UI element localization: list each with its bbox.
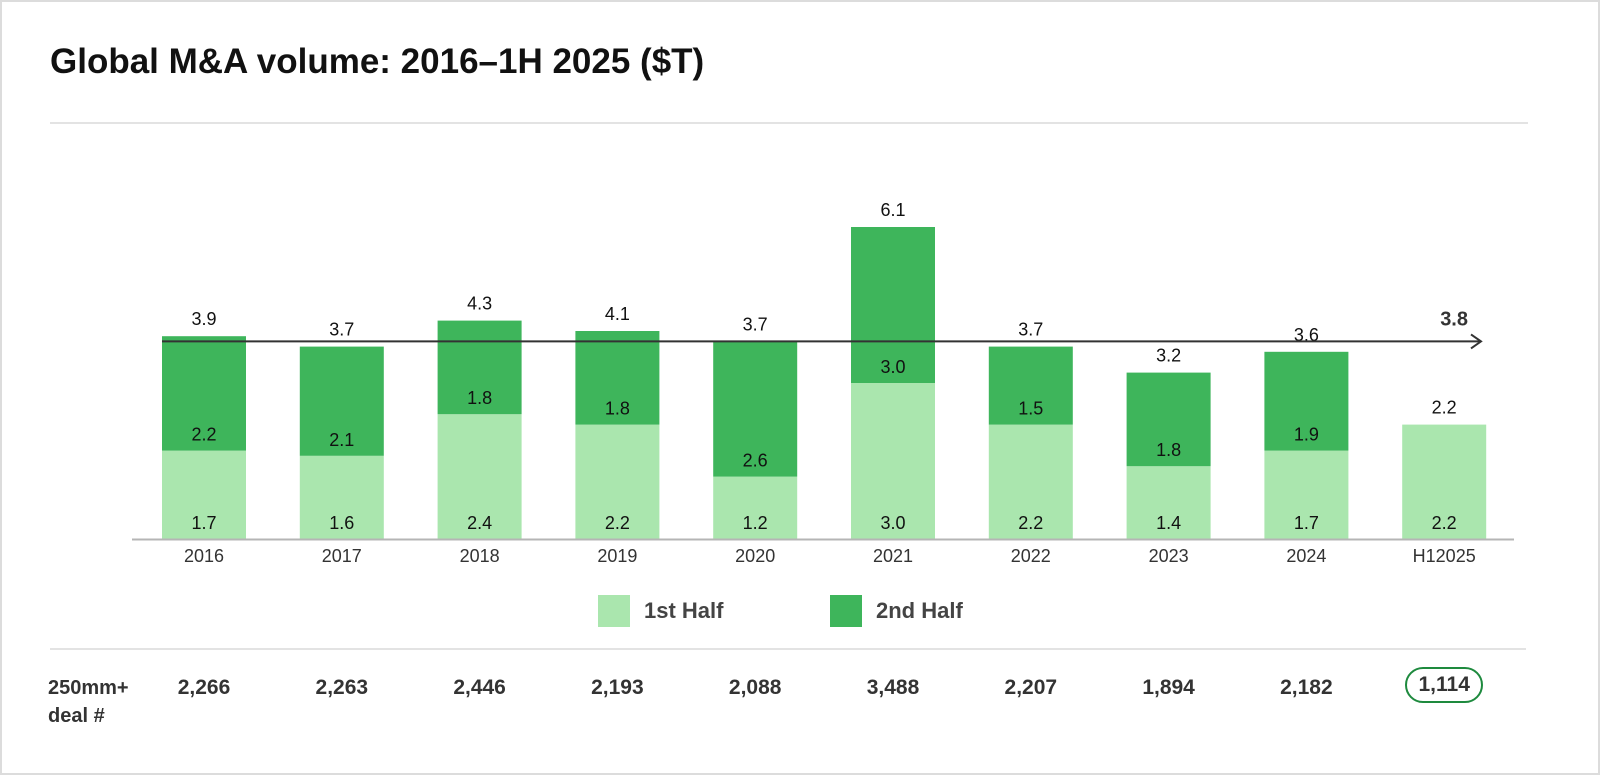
data-label-second-half: 1.9 bbox=[1294, 425, 1319, 445]
deal-row-divider bbox=[50, 648, 1526, 650]
deal-count-2024: 2,182 bbox=[1280, 676, 1333, 699]
bar-first-half-2019 bbox=[575, 424, 660, 539]
legend-item-second-half: 2nd Half bbox=[830, 594, 963, 628]
bar-second-half-2021 bbox=[851, 227, 935, 383]
deal-count-2021: 3,488 bbox=[866, 676, 920, 699]
average-label: 3.8 bbox=[1440, 308, 1468, 330]
deal-count-2017: 2,263 bbox=[315, 676, 369, 699]
data-label-first-half: 2.4 bbox=[467, 513, 492, 533]
data-label-total: 4.3 bbox=[467, 294, 492, 314]
deal-count-2022: 2,207 bbox=[1004, 676, 1058, 699]
deal-count-row-label: 250mm+ deal # bbox=[48, 674, 129, 730]
data-label-first-half: 1.4 bbox=[1156, 513, 1181, 533]
data-label-total: 3.7 bbox=[329, 320, 354, 340]
average-arrow-icon bbox=[1470, 333, 1483, 350]
data-label-first-half: 1.7 bbox=[1294, 513, 1319, 533]
bar-second-half-2017 bbox=[299, 346, 384, 456]
deal-count-label-line1: 250mm+ bbox=[48, 677, 129, 699]
data-label-first-half: 3.0 bbox=[880, 513, 905, 533]
data-label-total: 4.1 bbox=[605, 304, 630, 324]
deal-count-2019: 2,193 bbox=[591, 676, 644, 699]
data-label-first-half: 1.7 bbox=[191, 513, 216, 533]
legend-item-first-half: 1st Half bbox=[598, 594, 723, 628]
deal-count-label-line2: deal # bbox=[48, 705, 105, 727]
data-label-total: 6.1 bbox=[880, 200, 905, 220]
bar-first-half-2018 bbox=[437, 414, 522, 539]
deal-count-2020: 2,088 bbox=[728, 676, 782, 699]
data-label-second-half: 3.0 bbox=[880, 357, 905, 377]
x-tick-label: 2017 bbox=[322, 546, 362, 566]
data-label-first-half: 1.2 bbox=[743, 513, 768, 533]
bar-second-half-2024 bbox=[1264, 351, 1349, 451]
data-label-total: 3.2 bbox=[1156, 346, 1181, 366]
x-tick-label: 2024 bbox=[1286, 546, 1326, 566]
bar-second-half-2016 bbox=[162, 336, 246, 451]
data-label-total: 3.9 bbox=[191, 309, 216, 329]
bar-first-half-2016 bbox=[162, 450, 246, 539]
x-tick-label: 2022 bbox=[1011, 546, 1051, 566]
deal-count-2016: 2,266 bbox=[177, 676, 231, 699]
x-tick-label: 2023 bbox=[1149, 546, 1189, 566]
x-tick-label: 2018 bbox=[460, 546, 500, 566]
bar-second-half-2023 bbox=[1126, 372, 1211, 467]
data-label-second-half: 1.8 bbox=[605, 399, 630, 419]
data-label-first-half: 2.2 bbox=[1018, 513, 1043, 533]
bar-second-half-2020 bbox=[713, 341, 798, 477]
bar-second-half-2018 bbox=[437, 320, 522, 415]
deal-count-2018: 2,446 bbox=[453, 676, 506, 699]
bar-first-half-2024 bbox=[1264, 450, 1349, 539]
bar-first-half-2023 bbox=[1126, 466, 1211, 539]
bar-first-half-2021 bbox=[851, 383, 935, 539]
data-label-total: 3.7 bbox=[743, 314, 768, 334]
data-label-second-half: 2.1 bbox=[329, 430, 354, 450]
legend-swatch-second-half bbox=[830, 595, 862, 627]
bar-first-half-H12025 bbox=[1402, 424, 1487, 539]
data-label-second-half: 2.2 bbox=[191, 425, 216, 445]
bar-second-half-2019 bbox=[575, 331, 660, 425]
x-tick-label: 2019 bbox=[597, 546, 637, 566]
legend-label-second-half: 2nd Half bbox=[876, 598, 963, 623]
data-label-second-half: 2.6 bbox=[743, 451, 768, 471]
x-tick-label: 2016 bbox=[184, 546, 224, 566]
bar-first-half-2020 bbox=[713, 476, 798, 539]
data-label-total: 3.6 bbox=[1294, 325, 1319, 345]
data-label-first-half: 1.6 bbox=[329, 513, 354, 533]
x-tick-label: 2020 bbox=[735, 546, 775, 566]
chart-title: Global M&A volume: 2016–1H 2025 ($T) bbox=[50, 42, 705, 81]
x-tick-label: 2021 bbox=[873, 546, 913, 566]
data-label-total: 3.7 bbox=[1018, 320, 1043, 340]
deal-count-H12025: 1,114 bbox=[1405, 667, 1484, 703]
stacked-bar-chart: 2.2 1.7 3.9 2016 2.1 1.6 3.7 2017 1.8 2.4 4.3 2018 1… bbox=[132, 200, 1514, 566]
bar-second-half-2022 bbox=[988, 346, 1073, 425]
bar-first-half-2017 bbox=[299, 455, 384, 539]
data-label-first-half: 2.2 bbox=[605, 513, 630, 533]
bar-first-half-2022 bbox=[988, 424, 1073, 539]
data-label-second-half: 1.8 bbox=[467, 388, 492, 408]
x-tick-label: H12025 bbox=[1413, 546, 1476, 566]
data-label-second-half: 1.8 bbox=[1156, 440, 1181, 460]
deal-count-2023: 1,894 bbox=[1142, 676, 1195, 699]
data-label-first-half: 2.2 bbox=[1432, 513, 1457, 533]
legend-label-first-half: 1st Half bbox=[644, 598, 724, 623]
data-label-total: 2.2 bbox=[1432, 398, 1457, 418]
title-divider bbox=[50, 122, 1528, 124]
data-label-second-half: 1.5 bbox=[1018, 399, 1043, 419]
legend-swatch-first-half bbox=[598, 595, 630, 627]
